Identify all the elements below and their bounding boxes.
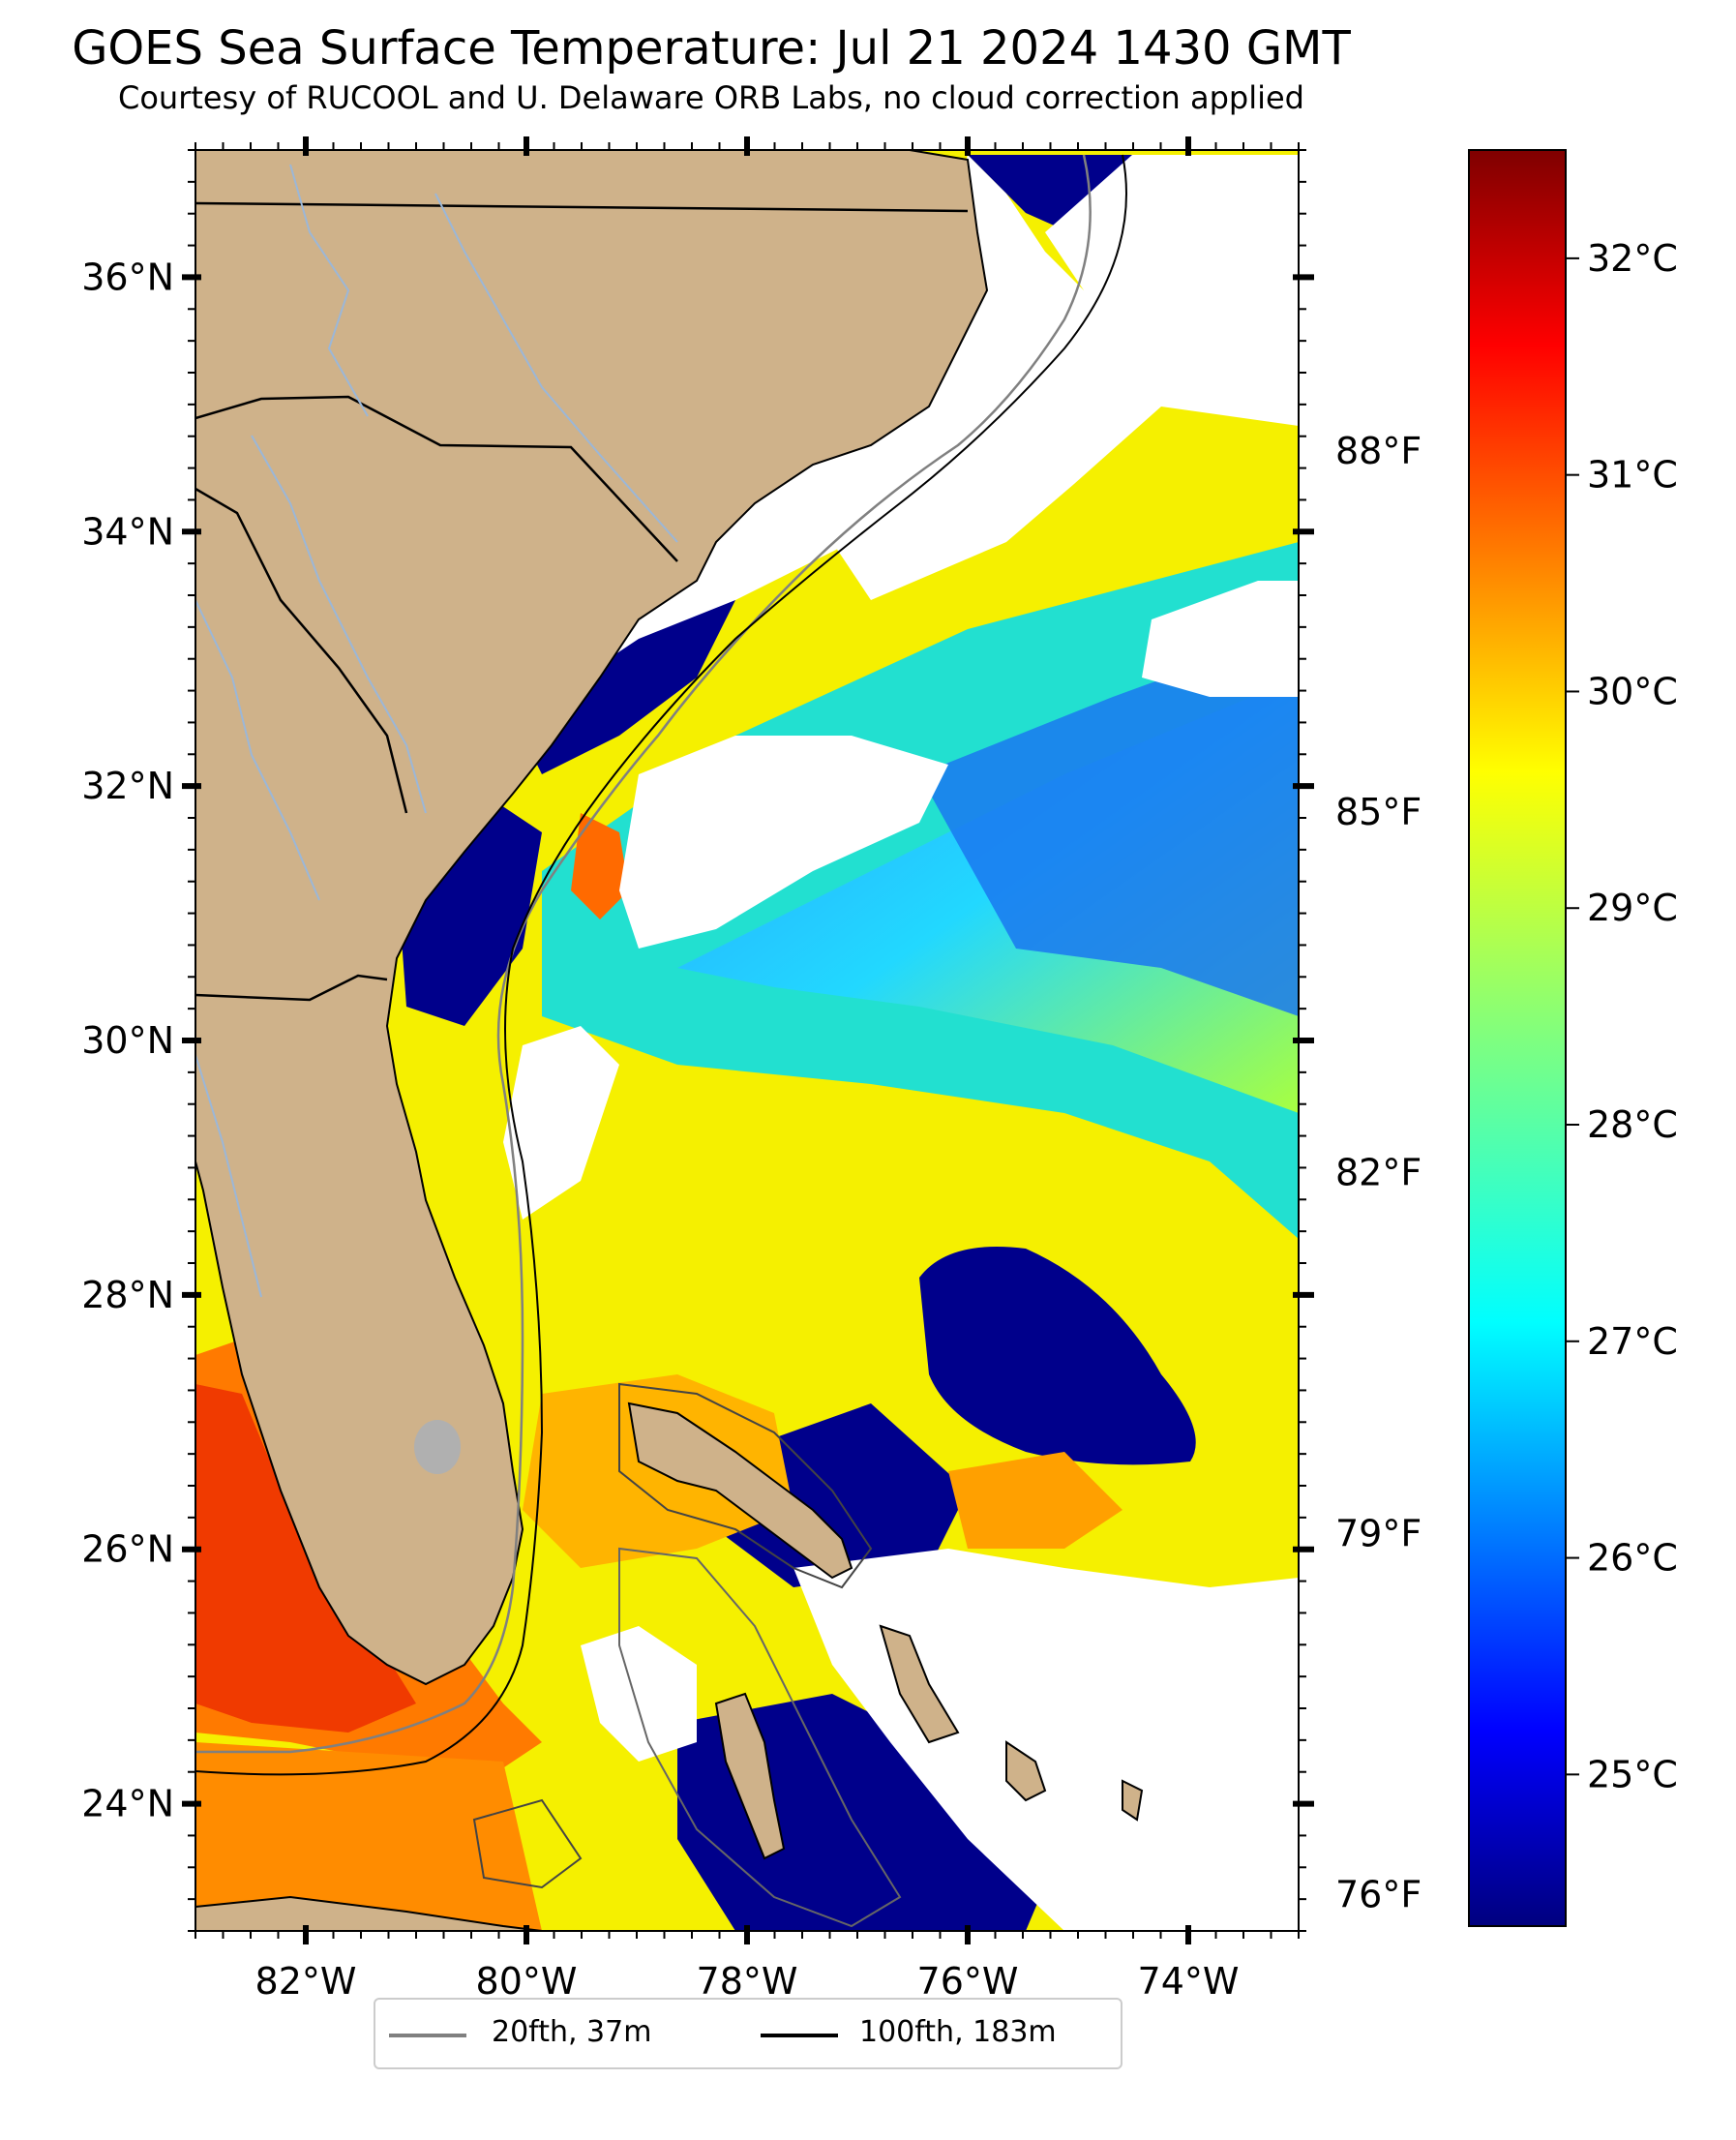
map-area	[195, 150, 1299, 1931]
lat-tick-label: 28°N	[81, 1274, 174, 1316]
lon-tick-label: 76°W	[917, 1960, 1019, 2003]
fahrenheit-label: 76°F	[1335, 1874, 1422, 1916]
colorbar-celsius-label: 29°C	[1587, 887, 1678, 929]
cloud-patch-bahamas	[581, 1626, 697, 1762]
ga-fl-border	[195, 974, 388, 1002]
contour-legend: 20fth, 37m 100fth, 183m	[374, 1998, 1122, 2069]
colorbar: 32°C 31°C 30°C 29°C 28°C 27°C 26°C 25°C	[1468, 149, 1678, 1927]
lon-tick-label: 82°W	[255, 1960, 357, 2003]
lake-okeechobee	[414, 1420, 461, 1474]
cloud-patch-ne	[1142, 581, 1299, 697]
lat-tick-label: 24°N	[81, 1783, 174, 1825]
warm-eddy	[571, 813, 629, 919]
colorbar-celsius-label: 27°C	[1587, 1320, 1678, 1363]
colorbar-celsius-label: 25°C	[1587, 1753, 1678, 1795]
lon-tick-label: 80°W	[476, 1960, 578, 2003]
colorbar-celsius-label: 30°C	[1587, 670, 1678, 712]
legend-label-100fth: 100fth, 183m	[859, 2015, 1057, 2049]
lat-tick-label: 34°N	[81, 510, 174, 553]
cloud-patch-se	[793, 1549, 1299, 1931]
land-cuba	[195, 1895, 543, 1931]
legend-label-20fth: 20fth, 37m	[492, 2015, 652, 2049]
cloud-patch-coast	[503, 1026, 619, 1220]
nc-sc-border	[195, 395, 678, 562]
colorbar-celsius-label: 32°C	[1587, 237, 1678, 280]
fahrenheit-label: 82°F	[1335, 1152, 1422, 1194]
lon-tick-label: 78°W	[697, 1960, 798, 2003]
fahrenheit-label: 79°F	[1335, 1513, 1422, 1555]
great-bahama-bank-outline	[618, 1547, 902, 1928]
river	[195, 599, 320, 901]
cold-patch-south	[677, 1694, 1064, 1931]
colorbar-celsius-label: 31°C	[1587, 454, 1678, 497]
deep-blue-water	[919, 629, 1299, 1016]
colorbar-ticks: 32°C 31°C 30°C 29°C 28°C 27°C 26°C 25°C	[1566, 237, 1678, 1795]
warm-water-east	[948, 1452, 1122, 1549]
little-bahama-bank-outline	[618, 1382, 873, 1589]
river	[251, 435, 427, 814]
cloud-patch-center	[619, 736, 948, 949]
island-eleuthera	[879, 1624, 960, 1744]
va-nc-border	[195, 201, 969, 213]
cay-sal-bank-outline	[472, 1798, 583, 1889]
fahrenheit-label: 85°F	[1335, 791, 1422, 833]
contour-20fth	[195, 154, 1092, 1754]
lat-tick-label: 32°N	[81, 765, 174, 807]
sc-ga-border	[195, 487, 408, 814]
lat-tick-label: 30°N	[81, 1019, 174, 1062]
lon-tick-label: 74°W	[1138, 1960, 1240, 2003]
land-us-southeast	[195, 150, 989, 1686]
lat-tick-label: 26°N	[81, 1528, 174, 1571]
island-cat	[1122, 1779, 1144, 1822]
island-exuma	[1005, 1740, 1047, 1802]
river	[289, 164, 369, 417]
legend-swatch-100fth	[761, 2034, 838, 2037]
colorbar-celsius-label: 26°C	[1587, 1537, 1678, 1580]
island-grand-bahama	[627, 1402, 853, 1580]
warm-water-keys	[195, 1742, 542, 1931]
contour-100fth	[195, 154, 1127, 1776]
colorbar-gradient	[1468, 149, 1567, 1927]
fahrenheit-label: 88°F	[1335, 430, 1422, 472]
colorbar-celsius-label: 28°C	[1587, 1103, 1678, 1146]
map-title: GOES Sea Surface Temperature: Jul 21 202…	[72, 21, 1351, 75]
island-andros	[714, 1692, 786, 1860]
legend-swatch-20fth	[389, 2034, 466, 2037]
lat-tick-label: 36°N	[81, 256, 174, 298]
river	[434, 193, 678, 543]
cloud-band-ne	[832, 155, 1299, 600]
river	[195, 1054, 262, 1298]
map-axes: 82°W 80°W 78°W 76°W 74°W 36°N 34°N 32°N 30°N 28°N…	[81, 136, 1422, 2003]
cold-patch-east	[919, 1247, 1196, 1465]
map-subtitle: Courtesy of RUCOOL and U. Delaware ORB L…	[118, 79, 1304, 116]
